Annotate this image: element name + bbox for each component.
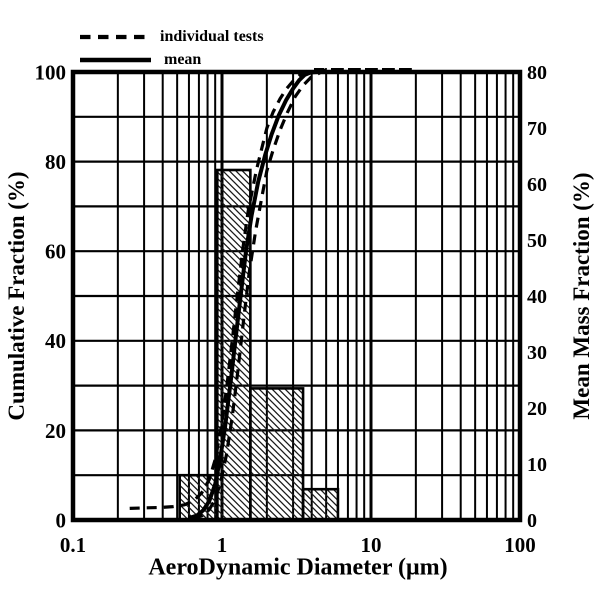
y-right-tick-label: 60 <box>527 174 547 196</box>
x-tick-label: 10 <box>361 533 382 557</box>
y-left-tick-label: 0 <box>56 508 67 532</box>
legend-label-mean: mean <box>164 50 202 68</box>
dashed-line-sample-icon <box>80 34 146 39</box>
legend: individual tests mean <box>78 25 264 71</box>
curve-individual-test-1 <box>129 68 413 510</box>
solid-line-sample-icon <box>80 57 151 62</box>
histogram-bar <box>249 387 305 522</box>
y-left-tick-label: 20 <box>45 419 66 443</box>
y-right-tick-label: 70 <box>527 118 547 140</box>
y-right-tick-label: 0 <box>527 510 537 532</box>
curve-individual-test-2 <box>192 68 413 521</box>
legend-label-individual-tests: individual tests <box>160 27 264 45</box>
legend-item-mean: mean <box>78 48 264 71</box>
y-right-tick-label: 40 <box>527 286 547 308</box>
y-left-tick-label: 40 <box>45 329 66 353</box>
cumulative-curves <box>129 68 413 521</box>
histogram-bar <box>301 487 340 522</box>
y-right-tick-label: 80 <box>527 62 547 84</box>
plot-border <box>70 69 523 523</box>
y-right-tick-label: 10 <box>527 454 547 476</box>
y-right-tick-label: 20 <box>527 398 547 420</box>
x-tick-label: 0.1 <box>60 533 86 557</box>
plot-frame <box>70 69 523 523</box>
legend-item-individual-tests: individual tests <box>78 25 264 48</box>
x-tick-label: 1 <box>217 533 228 557</box>
y-left-tick-label: 100 <box>35 60 67 84</box>
y-left-tick-label: 80 <box>45 150 66 174</box>
y-right-tick-label: 30 <box>527 342 547 364</box>
histogram-bars <box>178 168 340 522</box>
y-left-tick-label: 60 <box>45 240 66 264</box>
x-tick-label: 100 <box>504 533 536 557</box>
curve-mean <box>188 70 317 521</box>
y-right-tick-label: 50 <box>527 230 547 252</box>
